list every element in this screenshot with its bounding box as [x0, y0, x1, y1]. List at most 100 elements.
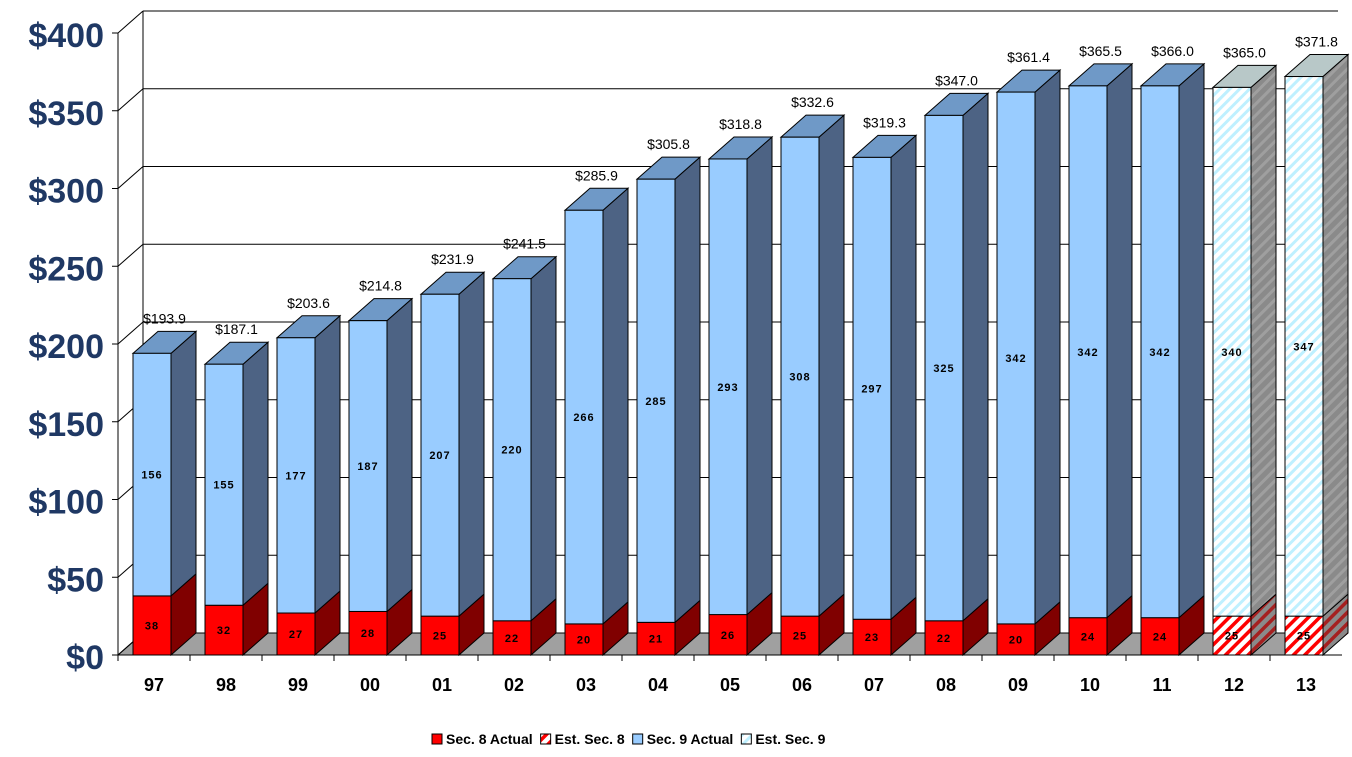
total-label: $318.8 [719, 116, 762, 132]
data-label-sec8: 22 [505, 633, 519, 645]
bar-sec9 [276, 337, 316, 614]
bar-group: 38 156 $193.9 [131, 310, 198, 657]
data-label-sec8: 38 [145, 620, 159, 632]
y-tick-label: $150 [28, 406, 104, 444]
bar-group: 20 266 $285.9 [563, 167, 630, 657]
total-label: $203.6 [287, 295, 330, 311]
legend-swatch [431, 733, 443, 745]
bar-sec9 [996, 91, 1036, 625]
data-label-sec8: 23 [865, 632, 879, 644]
legend-label: Sec. 9 Actual [647, 731, 734, 747]
total-label: $365.0 [1223, 44, 1266, 60]
data-label-sec9: 207 [429, 450, 450, 462]
bar-group: 20 342 $361.4 [995, 49, 1062, 657]
bar-sec8 [564, 623, 604, 656]
legend-label: Sec. 8 Actual [446, 731, 533, 747]
gridline-depth [117, 166, 144, 189]
legend-label: Est. Sec. 9 [755, 731, 825, 747]
bar-sec8 [492, 620, 532, 656]
data-label-sec8: 20 [1009, 634, 1023, 646]
data-label-sec9: 340 [1221, 347, 1242, 359]
bar-sec9-side [458, 271, 485, 618]
bar-est-sec9-side [1322, 53, 1349, 618]
x-tick-label: 03 [576, 675, 596, 695]
legend-item: Est. Sec. 9 [740, 731, 826, 747]
data-label-sec9: 266 [573, 412, 594, 424]
bar-est-sec9-side [1250, 64, 1277, 618]
data-label-sec8: 25 [1297, 631, 1311, 643]
x-tick-label: 12 [1224, 675, 1244, 695]
data-label-sec9: 308 [789, 372, 810, 384]
total-label: $214.8 [359, 278, 402, 294]
data-label-sec9: 220 [501, 445, 522, 457]
bar-group: 25 308 $332.6 [779, 94, 846, 657]
bar-sec9-side [314, 314, 341, 615]
data-label-sec9: 342 [1077, 347, 1098, 359]
data-label-sec8: 25 [433, 631, 447, 643]
data-label-sec9: 177 [285, 470, 306, 482]
legend-item: Est. Sec. 8 [540, 731, 625, 747]
data-label-sec9: 325 [933, 363, 954, 375]
bar-sec9 [132, 352, 172, 597]
bar-group: 32 155 $187.1 [203, 321, 270, 657]
data-label-sec9: 297 [861, 383, 882, 395]
legend-item: Sec. 9 Actual [632, 731, 734, 747]
bar-sec9-side [962, 92, 989, 622]
bar-sec9 [852, 156, 892, 620]
bar-group: 24 342 $366.0 [1139, 43, 1206, 657]
x-tick-label: 09 [1008, 675, 1028, 695]
bar-sec8 [780, 615, 820, 656]
x-tick-label: 97 [144, 675, 164, 695]
bar-sec9 [492, 278, 532, 622]
bar-sec8 [708, 614, 748, 656]
data-label-sec9: 293 [717, 382, 738, 394]
data-label-sec8: 27 [289, 629, 303, 641]
data-label-sec8: 20 [577, 634, 591, 646]
x-tick-label: 05 [720, 675, 740, 695]
legend-swatch [632, 733, 644, 745]
bar-sec9 [708, 158, 748, 616]
bar-sec9-side [170, 330, 197, 598]
total-label: $347.0 [935, 72, 978, 88]
x-tick-label: 07 [864, 675, 884, 695]
bar-sec9 [564, 209, 604, 625]
bar-sec9 [924, 114, 964, 622]
bars-layer: 38 156 $193.9 32 155 $187.1 27 177 $203.6 28 187 $2… [131, 34, 1350, 657]
x-tick-label: 99 [288, 675, 308, 695]
y-tick-label: $50 [47, 561, 104, 599]
data-label-sec8: 22 [937, 633, 951, 645]
total-label: $231.9 [431, 251, 474, 267]
data-label-sec9: 342 [1005, 353, 1026, 365]
bar-group: 24 342 $365.5 [1067, 43, 1134, 657]
bar-sec9-side [1034, 68, 1061, 626]
legend-label: Est. Sec. 8 [555, 731, 625, 747]
data-label-sec8: 21 [649, 634, 663, 646]
total-label: $285.9 [575, 167, 618, 183]
bar-sec9 [420, 293, 460, 617]
legend: Sec. 8 Actual Est. Sec. 8 Sec. 9 Actual Est… [431, 731, 826, 747]
legend-item: Sec. 8 Actual [431, 731, 533, 747]
x-tick-label: 08 [936, 675, 956, 695]
bar-sec9 [780, 136, 820, 617]
bar-group: 26 293 $318.8 [707, 116, 774, 657]
bar-sec9-side [530, 255, 557, 622]
x-axis: 97 98 99 00 01 02 03 04 05 06 07 08 09 10 11 12 13 [117, 654, 1342, 695]
data-label-sec8: 25 [793, 631, 807, 643]
gridline-depth [117, 243, 144, 267]
x-tick-label: 04 [648, 675, 668, 695]
x-tick-label: 02 [504, 675, 524, 695]
data-label-sec8: 24 [1081, 631, 1095, 643]
y-tick-label: $200 [28, 328, 104, 366]
total-label: $361.4 [1007, 49, 1050, 65]
total-label: $365.5 [1079, 43, 1122, 59]
data-label-sec9: 155 [213, 480, 234, 492]
bar-group: 22 220 $241.5 [491, 236, 558, 657]
bar-sec9-side [1106, 62, 1133, 619]
y-tick-label: $250 [28, 250, 104, 288]
bar-est-sec9 [1284, 76, 1324, 617]
bar-sec9 [1140, 85, 1180, 619]
total-label: $366.0 [1151, 43, 1194, 59]
data-label-sec9: 347 [1293, 341, 1314, 353]
